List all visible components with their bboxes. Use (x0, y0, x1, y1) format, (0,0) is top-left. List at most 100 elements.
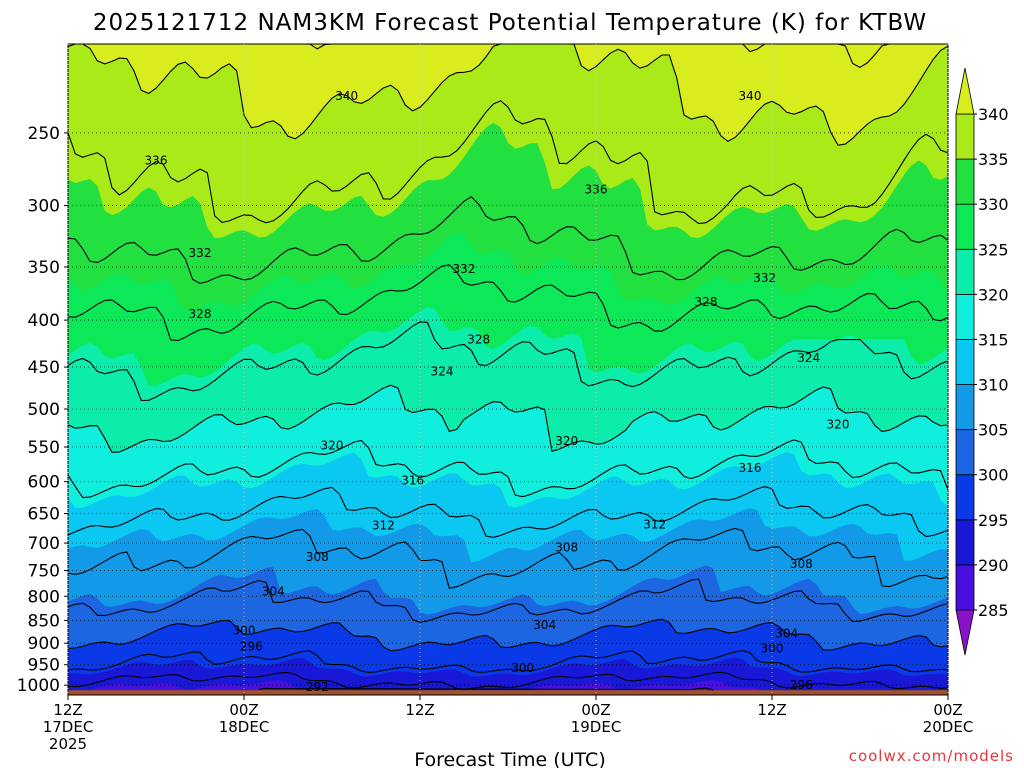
contour-332 (68, 195, 948, 284)
contour-label: 296 (790, 678, 813, 692)
fill-band-285 (68, 695, 948, 735)
contour-label: 308 (306, 550, 329, 564)
y-tick-label: 450 (28, 358, 60, 378)
colorbar-segment (955, 203, 975, 250)
contour-label: 300 (511, 661, 534, 675)
contour-300 (68, 618, 948, 652)
chart-title: 2025121712 NAM3KM Forecast Potential Tem… (93, 10, 927, 36)
colorbar-segment (955, 564, 975, 611)
y-tick-label: 250 (28, 124, 60, 144)
x-tick-label: 2025 (49, 735, 87, 753)
contour-288 (258, 687, 714, 691)
colorbar-label: 335 (978, 150, 1009, 169)
contour-label: 304 (775, 626, 798, 640)
contour-304 (68, 578, 948, 623)
contour-312 (68, 486, 948, 538)
contour-label: 324 (431, 365, 454, 379)
x-tick-label: 00Z (581, 701, 610, 719)
y-tick-label: 800 (28, 587, 60, 607)
x-tick-label: 18DEC (219, 718, 270, 736)
contour-label: 296 (240, 640, 263, 654)
contour-label: 304 (262, 584, 285, 598)
colorbar-label: 300 (978, 466, 1009, 485)
contour-label: 332 (753, 271, 776, 285)
y-tick-label: 900 (28, 634, 60, 654)
contour-label: 312 (372, 519, 395, 533)
colorbar-top-arrow (955, 67, 975, 115)
colorbar-segment (955, 384, 975, 431)
contour-label: 320 (321, 439, 344, 453)
credit-text: coolwx.com/models (849, 747, 1014, 765)
contour-316 (68, 439, 948, 499)
colorbar-label: 320 (978, 285, 1009, 304)
colorbar-segment (955, 474, 975, 521)
colorbar-label: 305 (978, 421, 1009, 440)
contour-340 (68, 44, 948, 146)
contour-label: 336 (145, 154, 168, 168)
x-axis-title: Forecast Time (UTC) (414, 749, 605, 768)
colorbar-segment (955, 293, 975, 340)
y-tick-label: 750 (28, 562, 60, 582)
ground-layer (68, 690, 948, 695)
x-tick-label: 12Z (757, 701, 786, 719)
contour-292 (68, 671, 948, 690)
contour-label: 336 (585, 182, 608, 196)
contour-label: 340 (739, 89, 762, 103)
contour-label: 332 (453, 262, 476, 276)
colorbar-segment (955, 429, 975, 476)
y-tick-label: 700 (28, 534, 60, 554)
x-tick-label: 12Z (53, 701, 82, 719)
contour-label: 328 (189, 307, 212, 321)
y-tick-label: 550 (28, 438, 60, 458)
colorbar-segment (955, 339, 975, 385)
x-tick-label: 00Z (229, 701, 258, 719)
colorbar-label: 285 (978, 601, 1009, 620)
contour-label: 324 (797, 351, 820, 365)
contour-label: 316 (739, 461, 762, 475)
contour-label: 300 (233, 624, 256, 638)
contour-label: 320 (827, 418, 850, 432)
colorbar-label: 310 (978, 376, 1009, 395)
contour-label: 332 (189, 246, 212, 260)
plot-area (67, 43, 949, 735)
colorbar-label: 330 (978, 195, 1009, 214)
contour-label: 328 (467, 333, 490, 347)
y-tick-label: 950 (28, 656, 60, 676)
contour-label: 292 (306, 680, 329, 694)
contour-labels: 340 340 336 336 332 332 332 328 328 328 324 324 320 3… (145, 89, 850, 694)
y-axis: 250 300 350 400 450 500 550 600 650 700 750 800 850 9… (17, 124, 68, 696)
x-tick-label: 19DEC (571, 718, 622, 736)
contour-label: 308 (555, 541, 578, 555)
x-tick-label: 20DEC (923, 718, 974, 736)
contour-label: 320 (555, 434, 578, 448)
colorbar-segment (955, 158, 975, 205)
y-tick-label: 500 (28, 400, 60, 420)
contour-308 (68, 527, 948, 589)
contour-lines (68, 44, 948, 691)
x-tick-label: 12Z (405, 701, 434, 719)
contour-328 (68, 264, 948, 342)
contour-296 (68, 650, 948, 673)
contour-label: 304 (533, 618, 556, 632)
contour-label: 340 (335, 89, 358, 103)
y-tick-label: 650 (28, 505, 60, 525)
colorbar-label: 295 (978, 511, 1009, 530)
colorbar-segment (955, 519, 975, 566)
colorbar: 285 290 295 300 305 310 315 320 325 330 335 340 (955, 67, 1009, 656)
colorbar-segment (955, 113, 975, 160)
colorbar-label: 290 (978, 556, 1009, 575)
grid-lines (67, 44, 949, 695)
contour-336 (68, 100, 948, 225)
contour-label: 328 (695, 295, 718, 309)
x-tick-label: 17DEC (43, 718, 94, 736)
contour-324 (68, 321, 948, 402)
colorbar-label: 340 (978, 105, 1009, 124)
y-tick-label: 400 (28, 311, 60, 331)
y-tick-label: 1000 (17, 676, 60, 696)
filled-contours (68, 44, 948, 735)
y-tick-label: 300 (28, 197, 60, 217)
colorbar-label: 315 (978, 330, 1009, 349)
y-tick-label: 600 (28, 473, 60, 493)
